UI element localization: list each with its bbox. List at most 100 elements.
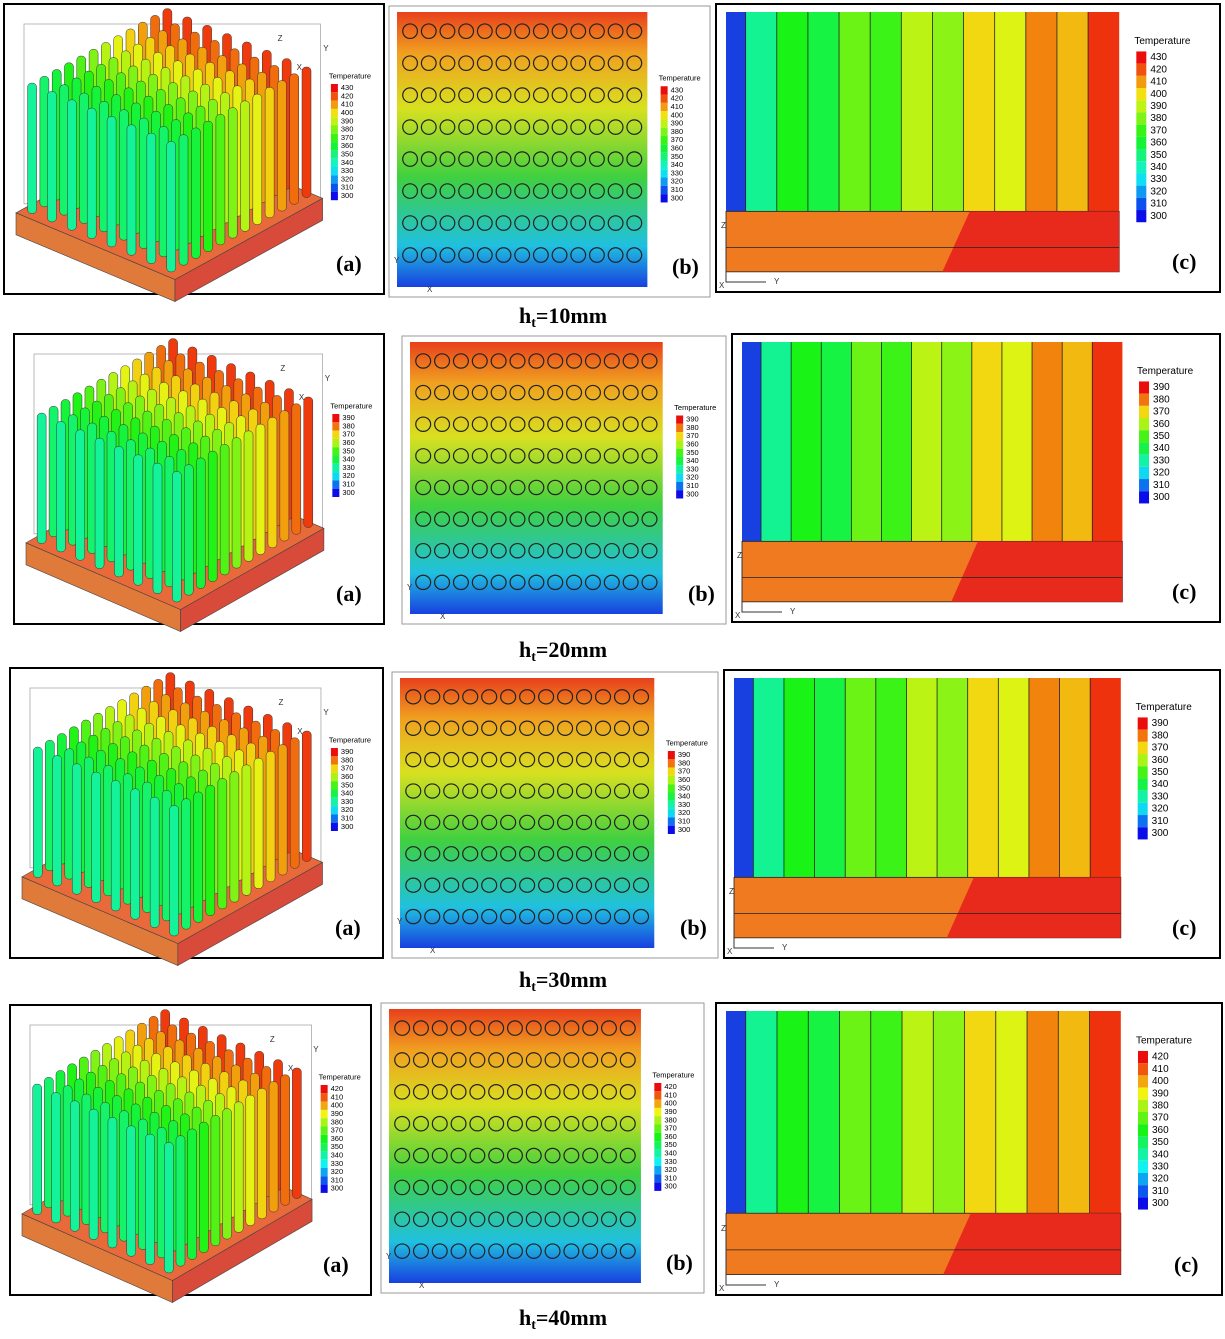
pin-section <box>532 87 549 103</box>
legend-title: Temperature <box>659 74 701 83</box>
pin-section <box>575 814 593 831</box>
pin-section <box>415 353 432 369</box>
pin <box>91 771 101 903</box>
pin-section <box>613 689 631 705</box>
pin-section <box>557 908 574 925</box>
legend-value: 370 <box>341 764 354 773</box>
legend-swatch <box>1136 51 1147 64</box>
pin-section <box>551 215 568 231</box>
legend-value: 320 <box>671 177 684 186</box>
legend-swatch <box>320 1184 328 1193</box>
pin-section <box>506 1243 523 1259</box>
legend-swatch <box>320 1143 328 1152</box>
axis-triad <box>733 888 774 949</box>
pin-section <box>547 384 564 401</box>
fin-region <box>1032 342 1063 542</box>
legend-value: 390 <box>671 119 684 128</box>
panel: Temperature 39038037036035034033032031030… <box>9 667 384 967</box>
legend-swatch <box>330 781 338 790</box>
pin-section <box>450 1179 467 1196</box>
legend-value: 380 <box>1153 394 1170 405</box>
caption-symbol: h <box>519 637 531 662</box>
fin-region <box>870 12 902 212</box>
legend-value: 350 <box>1153 431 1170 442</box>
pin-section <box>412 1115 429 1132</box>
pin <box>231 437 242 569</box>
pin-section <box>412 1052 429 1068</box>
pin-section <box>452 574 469 591</box>
legend-swatch <box>660 136 668 145</box>
pin <box>219 444 230 576</box>
legend-swatch <box>1139 430 1150 443</box>
pin-section <box>495 151 512 167</box>
pin-section <box>544 1243 561 1259</box>
legend-title: Temperature <box>674 403 716 412</box>
pin-section <box>600 1243 617 1259</box>
legend-value: 300 <box>1152 828 1169 839</box>
pin <box>106 116 117 248</box>
legend-value: 350 <box>341 150 354 159</box>
axis-label: Z <box>721 1224 726 1233</box>
legend-swatch <box>676 465 684 474</box>
pin-section <box>462 689 479 705</box>
pin-section <box>641 574 658 591</box>
legend-value: 320 <box>331 1167 344 1176</box>
legend-value: 370 <box>671 135 684 144</box>
inlet-strip <box>734 678 754 878</box>
pin-section <box>613 908 631 925</box>
legend-swatch <box>1136 63 1147 76</box>
pin-section <box>575 783 593 799</box>
axis-label: Y <box>394 256 400 265</box>
contour-field <box>397 12 648 287</box>
legend-swatch <box>667 784 675 793</box>
pin-section <box>519 689 536 705</box>
pin-section <box>626 151 643 167</box>
legend-value: 370 <box>686 431 699 440</box>
pin-section <box>462 908 479 925</box>
pin <box>241 764 252 896</box>
pin-section <box>600 1147 617 1164</box>
axis-label: X <box>719 281 725 290</box>
pin-section <box>603 384 620 401</box>
legend-swatch <box>320 1118 328 1127</box>
pin-section <box>439 87 456 103</box>
legend-value: 340 <box>678 792 691 801</box>
pin-section <box>394 1052 411 1068</box>
pin-section <box>443 908 460 925</box>
legend-swatch <box>667 792 675 801</box>
pin-section <box>439 151 456 167</box>
legend-value: 400 <box>1152 1076 1169 1087</box>
pin-section <box>500 846 517 862</box>
legend-swatch <box>320 1134 328 1144</box>
caption: ht=40mm <box>519 1305 607 1333</box>
pin-section <box>509 353 526 369</box>
pin-section <box>594 689 612 705</box>
pin-section <box>495 215 512 231</box>
legend-swatch <box>330 142 338 151</box>
pin-section <box>613 720 631 736</box>
pin <box>233 1101 244 1233</box>
axis-label: X <box>719 1284 725 1293</box>
legend-value: 380 <box>342 421 355 430</box>
legend-swatch <box>1137 1099 1148 1112</box>
pin-section <box>420 151 437 167</box>
fin-region <box>821 342 852 542</box>
legend-swatch <box>654 1141 662 1150</box>
pin-section <box>462 814 479 831</box>
pin <box>257 1088 267 1220</box>
legend-swatch <box>330 772 338 782</box>
legend-swatch <box>332 438 340 448</box>
fin-region <box>745 1011 777 1214</box>
inlet-strip <box>742 342 762 542</box>
legend-swatch <box>1137 1075 1148 1088</box>
inlet-strip <box>726 1011 746 1214</box>
legend-value: 310 <box>341 814 354 823</box>
pin-section <box>582 1179 599 1196</box>
axis-label: Y <box>782 943 788 952</box>
pin-section <box>394 1020 411 1036</box>
axis-triad <box>725 222 766 283</box>
pin-section <box>443 783 460 799</box>
legend-value: 320 <box>664 1165 677 1174</box>
pin-section <box>557 814 574 831</box>
pin-section <box>434 542 451 559</box>
